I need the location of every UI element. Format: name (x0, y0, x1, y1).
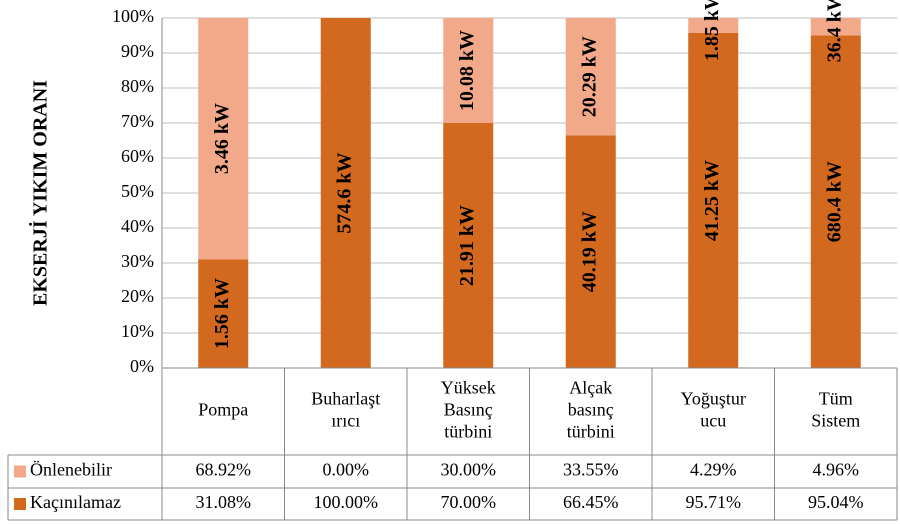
segment-label: 20.29 kW (578, 36, 600, 117)
table-value: 0.00% (323, 460, 370, 480)
y-tick-label: 40% (121, 216, 154, 236)
segment-label: 21.91 kW (456, 205, 478, 286)
category-label: türbini (567, 422, 615, 442)
segment-label: 680.4 kW (823, 161, 845, 242)
legend-label: Kaçınılamaz (30, 492, 121, 512)
segment-label: 10.08 kW (456, 30, 478, 111)
legend-swatch (14, 498, 26, 510)
bar-segment (443, 123, 494, 368)
y-axis-title: EKSERJİ YIKIM ORANI (28, 80, 52, 306)
category-label: basınç (568, 400, 614, 420)
bar-segment (320, 18, 371, 368)
legend-label: Önlenebilir (30, 460, 112, 480)
table-value: 66.45% (563, 492, 619, 512)
y-tick-label: 90% (121, 41, 154, 61)
category-label: Sistem (811, 411, 860, 431)
y-tick-label: 70% (121, 111, 154, 131)
category-label: türbini (444, 422, 492, 442)
segment-label: 1.56 kW (211, 278, 233, 349)
table-value: 4.29% (690, 460, 737, 480)
bar-segment (688, 18, 739, 34)
y-tick-label: 60% (121, 146, 154, 166)
legend-swatch (14, 465, 26, 478)
table-value: 95.71% (686, 492, 742, 512)
y-tick-label: 50% (121, 181, 154, 201)
category-label: Tüm (819, 389, 853, 409)
bar-segment (810, 18, 861, 36)
table-value: 95.04% (808, 492, 864, 512)
segment-label: 40.19 kW (578, 211, 600, 292)
segment-label: 1.85 kW (701, 0, 723, 61)
table-value: 30.00% (441, 460, 497, 480)
y-tick-label: 20% (121, 286, 154, 306)
segment-label: 574.6 kW (333, 152, 355, 233)
table-value: 100.00% (314, 492, 379, 512)
bar-segment (810, 35, 861, 369)
bar-segment (443, 18, 494, 123)
category-label: Buharlaşt (311, 389, 380, 409)
category-label: Yoğuştur (681, 389, 746, 409)
y-tick-label: 80% (121, 76, 154, 96)
segment-label: 36.4 kW (823, 0, 845, 62)
y-tick-label: 100% (112, 6, 154, 26)
bar-segment (565, 18, 616, 136)
category-label: Yüksek (441, 378, 496, 398)
table-value: 70.00% (441, 492, 497, 512)
table-value: 31.08% (196, 492, 252, 512)
bar-segment (198, 18, 249, 260)
segment-label: 3.46 kW (211, 103, 233, 174)
category-label: ucu (700, 411, 726, 431)
bar-segment (198, 259, 249, 368)
category-label: ırıcı (331, 411, 360, 431)
bar-segment (688, 33, 739, 368)
y-tick-label: 30% (121, 251, 154, 271)
bar-segment (565, 135, 616, 368)
category-label: Pompa (198, 400, 248, 420)
segment-label: 41.25 kW (701, 160, 723, 241)
category-label: Basınç (444, 400, 493, 420)
y-tick-label: 0% (130, 356, 154, 376)
table-value: 33.55% (563, 460, 619, 480)
table-value: 68.92% (196, 460, 252, 480)
table-value: 4.96% (813, 460, 860, 480)
category-label: Alçak (569, 378, 612, 398)
y-tick-label: 10% (121, 321, 154, 341)
